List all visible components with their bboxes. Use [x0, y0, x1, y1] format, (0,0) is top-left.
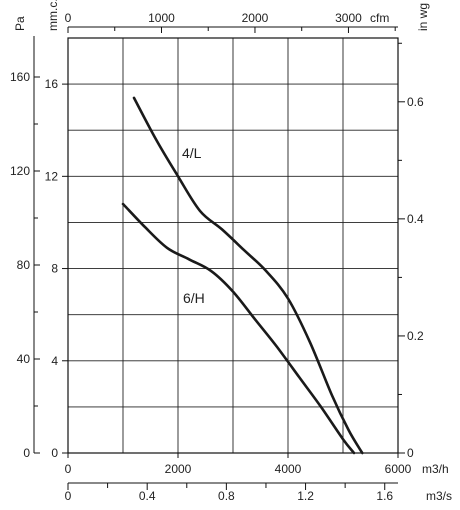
y-tick-label-inwg: 0.2 [407, 329, 424, 343]
y-tick-label-mmca: 12 [45, 169, 59, 183]
y-tick-label-pa: 80 [17, 258, 31, 272]
y-axis-mmca: 0 4 8 12 16 [45, 77, 68, 460]
y-axis-pa: 0 40 80 120 160 [10, 36, 40, 460]
series-line-4l [132, 96, 364, 455]
y-axis-mmca-label: mm.c.a. [46, 0, 60, 31]
x-tick-label-m3s: 1.6 [376, 489, 393, 503]
y-axis-inwg: 0 0.2 0.4 0.6 [398, 42, 424, 460]
x-tick-label-cfm: 3000 [335, 11, 362, 25]
x-axis-m3h-label: m3/h [422, 462, 449, 476]
y-tick-label-mmca: 8 [51, 262, 58, 276]
y-tick-label-pa: 160 [10, 70, 30, 84]
series-group [121, 96, 364, 455]
y-tick-label-pa: 40 [17, 352, 31, 366]
x-tick-label-m3h: 0 [65, 462, 72, 476]
x-axis-m3s: 0 0.4 0.8 1.2 1.6 [65, 482, 398, 503]
x-tick-label-cfm: 2000 [242, 11, 269, 25]
x-tick-label-cfm: 1000 [148, 11, 175, 25]
x-axis-cfm: 0 1000 2000 3000 [65, 11, 398, 33]
y-axis-inwg-label: in wg [416, 3, 430, 31]
y-tick-label-inwg: 0.6 [407, 95, 424, 109]
plot-frame [67, 37, 399, 454]
y-axis-pa-label: Pa [13, 16, 27, 31]
grid [68, 38, 398, 453]
x-tick-label-cfm: 0 [65, 11, 72, 25]
y-tick-label-mmca: 16 [45, 77, 59, 91]
x-axis-m3h: 0 2000 4000 6000 [65, 453, 412, 476]
y-tick-label-pa: 0 [23, 446, 30, 460]
y-tick-label-mmca: 0 [51, 446, 58, 460]
series-line-6h [121, 202, 356, 455]
x-tick-label-m3h: 4000 [275, 462, 302, 476]
x-tick-label-m3s: 1.2 [297, 489, 314, 503]
series-label-6h: 6/H [183, 290, 205, 306]
x-tick-label-m3s: 0.8 [218, 489, 235, 503]
series-label-4l: 4/L [182, 145, 202, 161]
x-tick-label-m3s: 0.4 [139, 489, 156, 503]
x-tick-label-m3h: 2000 [165, 462, 192, 476]
y-tick-label-inwg: 0.4 [407, 212, 424, 226]
y-tick-label-pa: 120 [10, 164, 30, 178]
y-tick-label-mmca: 4 [51, 354, 58, 368]
x-tick-label-m3s: 0 [65, 489, 72, 503]
x-axis-cfm-label: cfm [370, 11, 389, 25]
x-tick-label-m3h: 6000 [385, 462, 412, 476]
y-tick-label-inwg: 0 [407, 446, 414, 460]
x-axis-m3s-label: m3/s [426, 489, 452, 503]
